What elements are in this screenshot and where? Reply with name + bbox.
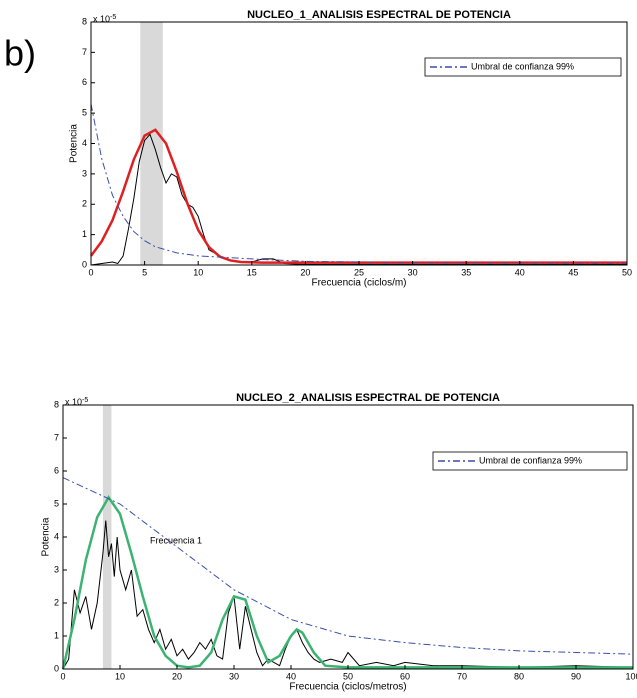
y-tick-label: 5 bbox=[54, 498, 59, 508]
x-tick-label: 30 bbox=[408, 267, 418, 277]
x-tick-label: 40 bbox=[286, 671, 296, 681]
highlight-band bbox=[140, 22, 163, 265]
y-exponent-power: -5 bbox=[110, 14, 116, 21]
y-tick-label: 2 bbox=[54, 597, 59, 607]
y-tick-label: 8 bbox=[54, 399, 59, 409]
x-tick-label: 80 bbox=[514, 671, 524, 681]
legend-label: Umbral de confianza 99% bbox=[471, 61, 574, 71]
legend-label: Umbral de confianza 99% bbox=[479, 455, 582, 465]
x-tick-label: 10 bbox=[115, 671, 125, 681]
chart-title: NUCLEO_1_ANALISIS ESPECTRAL DE POTENCIA bbox=[247, 9, 511, 21]
x-tick-label: 90 bbox=[571, 671, 581, 681]
y-tick-label: 6 bbox=[54, 465, 59, 475]
x-tick-label: 0 bbox=[88, 267, 93, 277]
x-tick-label: 60 bbox=[400, 671, 410, 681]
x-tick-label: 20 bbox=[172, 671, 182, 681]
legend-box bbox=[432, 451, 628, 471]
x-tick-label: 45 bbox=[568, 267, 578, 277]
series-line bbox=[62, 520, 634, 670]
y-tick-label: 6 bbox=[82, 77, 87, 87]
x-tick-label: 70 bbox=[457, 671, 467, 681]
y-exponent: x 10-5 bbox=[93, 14, 116, 25]
y-axis-label: Potencia bbox=[69, 124, 80, 163]
y-exponent: x 10-5 bbox=[65, 397, 88, 408]
x-tick-label: 100 bbox=[625, 671, 637, 681]
x-tick-label: 25 bbox=[354, 267, 364, 277]
x-tick-label: 5 bbox=[142, 267, 147, 277]
x-tick-label: 0 bbox=[60, 671, 65, 681]
x-tick-label: 30 bbox=[229, 671, 239, 681]
y-tick-label: 3 bbox=[82, 168, 87, 178]
y-tick-label: 5 bbox=[82, 108, 87, 118]
series-line bbox=[90, 103, 628, 264]
y-tick-label: 4 bbox=[82, 138, 87, 148]
legend-box bbox=[424, 57, 622, 77]
x-tick-label: 15 bbox=[247, 267, 257, 277]
series-line bbox=[90, 133, 627, 266]
y-exponent-base: x 10 bbox=[93, 14, 110, 24]
y-tick-label: 0 bbox=[82, 259, 87, 269]
x-tick-label: 50 bbox=[622, 267, 632, 277]
y-tick-label: 8 bbox=[82, 16, 87, 26]
y-tick-label: 4 bbox=[54, 531, 59, 541]
x-tick-label: 50 bbox=[343, 671, 353, 681]
y-tick-label: 2 bbox=[82, 199, 87, 209]
x-tick-label: 35 bbox=[461, 267, 471, 277]
y-tick-label: 7 bbox=[82, 47, 87, 57]
x-axis-label: Frecuencia (ciclos/m) bbox=[311, 278, 406, 289]
annotation: Frecuencia 1 bbox=[150, 535, 202, 545]
y-exponent-power: -5 bbox=[82, 397, 88, 404]
y-tick-label: 7 bbox=[54, 432, 59, 442]
y-axis-label: Potencia bbox=[41, 517, 52, 556]
y-tick-label: 0 bbox=[54, 663, 59, 673]
y-tick-label: 1 bbox=[82, 229, 87, 239]
y-exponent-base: x 10 bbox=[65, 397, 82, 407]
x-tick-label: 10 bbox=[193, 267, 203, 277]
series-line bbox=[61, 495, 633, 670]
panel-label: b) bbox=[4, 33, 36, 74]
series-line bbox=[89, 128, 627, 264]
x-axis-label: Frecuencia (ciclos/metros) bbox=[289, 682, 406, 693]
x-tick-label: 40 bbox=[515, 267, 525, 277]
chart-title: NUCLEO_2_ANALISIS ESPECTRAL DE POTENCIA bbox=[236, 392, 500, 404]
x-tick-label: 20 bbox=[300, 267, 310, 277]
y-tick-label: 3 bbox=[54, 564, 59, 574]
y-tick-label: 1 bbox=[54, 630, 59, 640]
series-line bbox=[62, 477, 634, 655]
